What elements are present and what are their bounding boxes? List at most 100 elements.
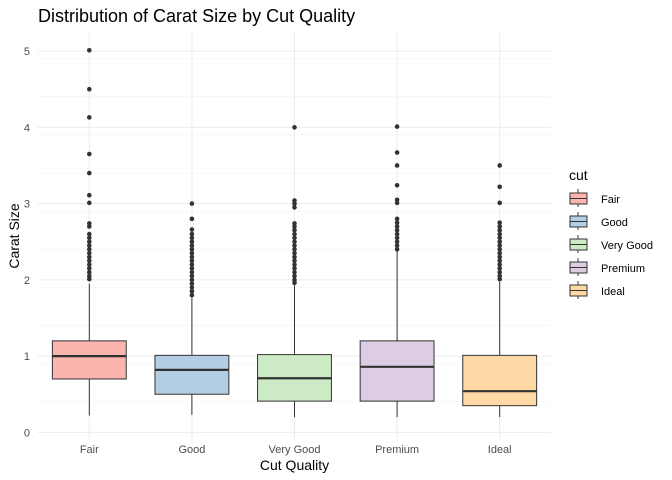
outlier-point (497, 220, 503, 225)
outlier-point (292, 250, 297, 256)
outlier-point (394, 239, 400, 245)
outlier-point (292, 235, 297, 241)
outlier-point (292, 205, 297, 210)
box-ideal (462, 163, 538, 418)
box-iqr (154, 354, 230, 395)
outlier-point (87, 254, 92, 260)
outlier-point (292, 254, 297, 260)
outlier-point (87, 231, 92, 237)
outlier-point (87, 224, 92, 229)
outlier-point (292, 262, 297, 267)
x-tick-label: Good (178, 444, 205, 456)
boxes (51, 48, 538, 418)
y-tick-label: 2 (24, 275, 30, 287)
outlier-point (189, 227, 195, 232)
outlier-point (394, 227, 400, 233)
outlier-point (189, 277, 195, 283)
outlier-point (189, 239, 195, 245)
outlier-point (497, 239, 503, 245)
outlier-point (497, 163, 503, 168)
outlier-point (394, 200, 400, 206)
legend-title: cut (569, 167, 588, 183)
outlier-point (497, 184, 503, 190)
outlier-point (87, 276, 92, 282)
x-tick-label: Ideal (488, 444, 512, 456)
x-tick-labels: Fair Good Very Good Premium Ideal (80, 444, 512, 456)
outlier-point (292, 258, 297, 264)
outlier-point (87, 151, 92, 157)
y-tick-labels: 0 1 2 3 4 5 (24, 46, 30, 439)
outlier-point (292, 201, 297, 206)
outlier-point (497, 231, 503, 237)
outlier-point (189, 235, 195, 241)
legend-label: Fair (601, 194, 620, 206)
outlier-point (87, 262, 92, 267)
outlier-point (189, 273, 195, 279)
legend-item-fair: Fair (569, 189, 620, 207)
outlier-point (292, 243, 297, 248)
outlier-point (87, 192, 92, 198)
outlier-point (87, 86, 92, 92)
box-premium (359, 124, 435, 418)
y-tick-label: 4 (24, 122, 30, 134)
legend-item-premium: Premium (569, 258, 645, 276)
outlier-point (394, 182, 400, 188)
y-tick-label: 3 (24, 199, 30, 211)
outlier-point (189, 285, 195, 290)
outlier-point (394, 247, 400, 252)
outlier-point (189, 292, 195, 298)
outlier-point (497, 243, 503, 248)
outlier-point (497, 250, 503, 256)
outlier-point (497, 254, 503, 260)
outlier-point (292, 231, 297, 237)
legend-item-ideal: Ideal (569, 281, 625, 299)
box-fair (51, 48, 127, 416)
outlier-point (394, 243, 400, 248)
outlier-point (394, 150, 400, 155)
outlier-point (189, 269, 195, 275)
outlier-point (497, 262, 503, 267)
outlier-point (394, 224, 400, 229)
outlier-point (189, 254, 195, 260)
outlier-point (189, 250, 195, 256)
outlier-point (87, 115, 92, 120)
outlier-point (292, 125, 297, 130)
outlier-point (394, 216, 400, 222)
outlier-point (394, 124, 400, 129)
outlier-point (189, 231, 195, 237)
legend-label: Premium (601, 263, 645, 275)
box-very-good (257, 125, 332, 418)
outlier-point (394, 220, 400, 225)
legend-label: Very Good (601, 240, 653, 252)
y-tick-label: 1 (24, 351, 30, 363)
box-iqr (462, 354, 538, 407)
outlier-point (87, 269, 92, 275)
legend-item-good: Good (569, 212, 628, 230)
outlier-point (292, 269, 297, 275)
box-iqr (51, 340, 127, 380)
x-axis-title: Cut Quality (260, 457, 329, 473)
outlier-point (497, 200, 503, 206)
outlier-point (497, 235, 503, 241)
outlier-point (189, 243, 195, 248)
x-tick-label: Premium (375, 444, 419, 456)
legend-item-very-good: Very Good (569, 235, 653, 253)
outlier-point (497, 276, 503, 282)
x-tick-label: Very Good (269, 444, 321, 456)
outlier-point (87, 48, 92, 53)
outlier-point (394, 235, 400, 241)
outlier-point (189, 281, 195, 286)
y-axis-title: Carat Size (6, 203, 22, 269)
outlier-point (292, 280, 297, 286)
outlier-point (87, 247, 92, 252)
outlier-point (87, 170, 92, 176)
outlier-point (87, 258, 92, 264)
outlier-point (189, 262, 195, 267)
outlier-point (87, 266, 92, 271)
legend: cut Fair Good Very Good Premium Ideal (569, 167, 653, 299)
outlier-point (497, 247, 503, 252)
y-tick-label: 5 (24, 46, 30, 58)
legend-label: Ideal (601, 286, 625, 298)
outlier-point (497, 258, 503, 264)
